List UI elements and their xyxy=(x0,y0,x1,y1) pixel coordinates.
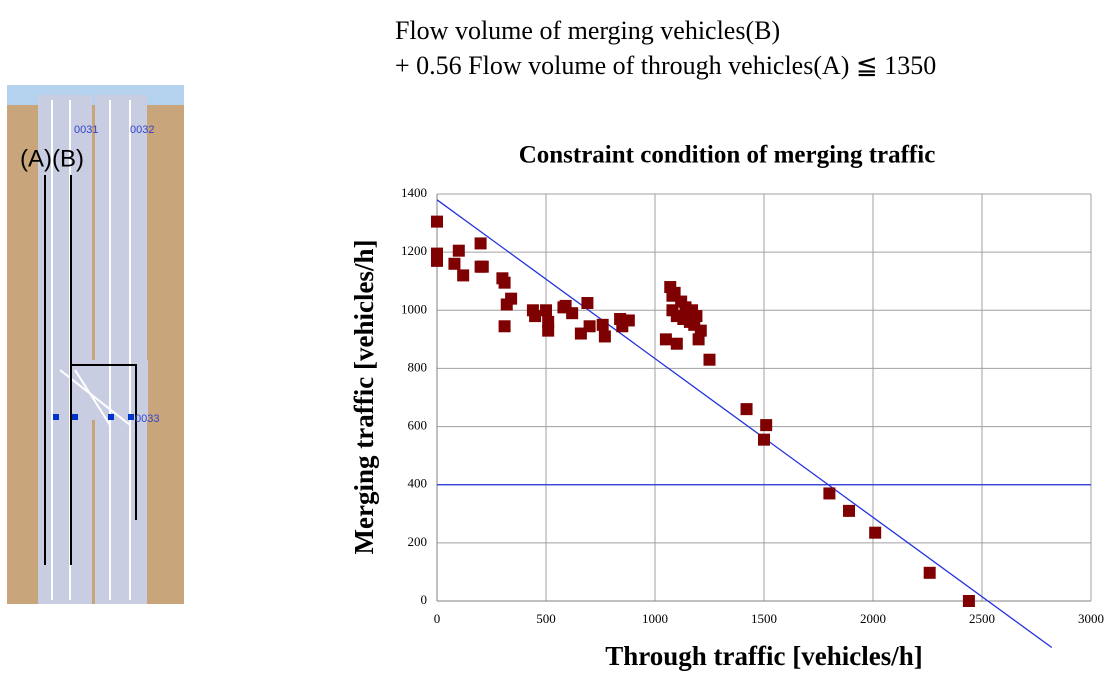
point xyxy=(581,297,594,310)
detector-label: 0031 xyxy=(74,124,98,136)
point xyxy=(740,403,753,416)
x-tick-label: 0 xyxy=(434,611,441,626)
point xyxy=(703,353,716,366)
y-tick-label: 200 xyxy=(408,534,428,549)
constraint-line xyxy=(436,199,1053,649)
road xyxy=(95,95,147,604)
y-tick-label: 600 xyxy=(408,418,428,433)
y-tick-label: 400 xyxy=(408,476,428,491)
y-tick-label: 1200 xyxy=(401,243,427,258)
point xyxy=(542,324,555,337)
x-tick-label: 2500 xyxy=(969,611,995,626)
x-tick-label: 3000 xyxy=(1078,611,1104,626)
point xyxy=(498,320,511,333)
point xyxy=(566,307,579,320)
point xyxy=(474,237,487,250)
point xyxy=(598,330,611,343)
simulation-view: (A)(B) 0031 0032 0033 xyxy=(7,85,184,604)
point xyxy=(505,292,518,305)
point xyxy=(540,304,552,317)
y-tick-label: 0 xyxy=(421,592,428,607)
point xyxy=(448,257,461,270)
point xyxy=(583,320,596,333)
point xyxy=(452,244,465,257)
detector-label: 0033 xyxy=(135,413,159,425)
detector-label: 0032 xyxy=(130,124,154,136)
plot-area: 0 200 400 600 800 1000 1200 1400 0 500 1000 1500 200… xyxy=(401,185,1104,649)
point xyxy=(596,318,609,331)
point xyxy=(843,504,856,517)
point xyxy=(760,419,773,432)
point xyxy=(923,566,936,579)
point xyxy=(498,276,511,289)
detectors xyxy=(53,414,134,420)
point xyxy=(823,487,836,500)
point xyxy=(622,314,635,327)
x-tick-label: 1000 xyxy=(642,611,668,626)
point xyxy=(659,333,672,346)
chart-title: Constraint condition of merging traffic xyxy=(519,142,936,169)
x-axis-label: Through traffic [vehicles/h] xyxy=(605,641,922,671)
point xyxy=(694,324,707,337)
point xyxy=(758,433,770,446)
y-tick-label: 800 xyxy=(408,359,428,374)
point xyxy=(869,526,882,539)
y-tick-label: 1400 xyxy=(401,185,427,200)
y-tick-label: 1000 xyxy=(401,301,427,316)
x-tick-label: 2000 xyxy=(860,611,886,626)
point xyxy=(476,260,489,273)
lane-label: (A)(B) xyxy=(20,145,84,172)
merge-area xyxy=(58,360,148,420)
road xyxy=(38,95,92,604)
route-lines xyxy=(44,175,137,565)
y-axis-label: Merging traffic [vehicles/h] xyxy=(349,240,379,555)
x-tick-label: 500 xyxy=(536,611,556,626)
point xyxy=(962,595,975,607)
point xyxy=(529,310,542,323)
x-tick-label: 1500 xyxy=(751,611,777,626)
equation-line: Flow volume of merging vehicles(B) xyxy=(395,16,780,45)
equation-line: + 0.56 Flow volume of through vehicles(A… xyxy=(395,51,936,80)
point xyxy=(670,337,683,350)
point xyxy=(431,254,443,267)
point xyxy=(690,310,703,323)
point xyxy=(457,269,470,282)
point xyxy=(431,215,443,228)
